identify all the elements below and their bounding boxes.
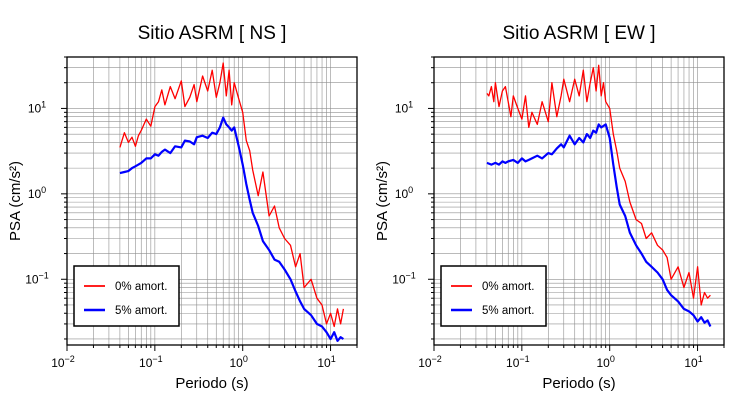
chart1-y-axis-label: PSA (cm/s²) [7,161,24,241]
chart2-title: Sitio ASRM [ EW ] [502,23,655,44]
chart1-legend-box [73,265,180,327]
chart2-x-tick-label: 100 [597,354,615,370]
chart1-y-tick-label: 101 [28,99,46,115]
chart1-series-red-line [119,62,345,328]
chart2-x-tick-label: 10−2 [418,354,442,370]
chart1-x-axis-label: Periodo (s) [175,375,248,392]
chart1-axis-ticks [61,56,358,351]
chart2-legend-label: 5% amort. [482,305,534,317]
chart2-y-axis-label: PSA (cm/s²) [374,161,391,241]
chart2-panel: 10−2 10−1 100 101 10−1 100 101 Sitio ASRM [ EW … [374,23,725,392]
chart1-y-tick-label: 100 [28,185,46,201]
chart2-x-axis-label: Periodo (s) [542,375,615,392]
chart1-legend-label: 5% amort. [115,305,167,317]
chart1-title: Sitio ASRM [ NS ] [138,23,287,44]
chart2-y-tick-label: 101 [395,99,413,115]
chart1-x-tick-label: 100 [230,354,248,370]
chart1-series-blue-line [119,116,344,342]
chart2-x-tick-label: 101 [684,354,702,370]
chart1-panel: 10−2 10−1 100 101 10−1 100 101 Sitio ASRM [ NS … [7,23,358,392]
chart2-axis-ticks [428,56,725,351]
chart2-legend-box [440,265,547,327]
chart2-series-red-line [486,64,711,306]
chart1-legend: 0% amort. 5% amort. [73,265,180,327]
chart1-plot-frame [66,56,358,346]
chart2-x-tick-label: 10−1 [506,354,530,370]
chart2-legend-label: 0% amort. [482,281,534,293]
chart1-y-tick-label: 10−1 [25,270,49,286]
chart2-series-blue-line [486,123,712,327]
chart1-legend-label: 0% amort. [115,281,167,293]
chart2-y-tick-label: 100 [395,185,413,201]
chart2-grid [433,56,725,345]
chart2-plot-frame [433,56,725,346]
chart1-x-tick-label: 10−2 [51,354,75,370]
chart2-legend: 0% amort. 5% amort. [440,265,547,327]
chart1-x-tick-label: 101 [317,354,335,370]
chart1-x-tick-label: 10−1 [139,354,163,370]
chart2-y-tick-label: 10−1 [392,270,416,286]
